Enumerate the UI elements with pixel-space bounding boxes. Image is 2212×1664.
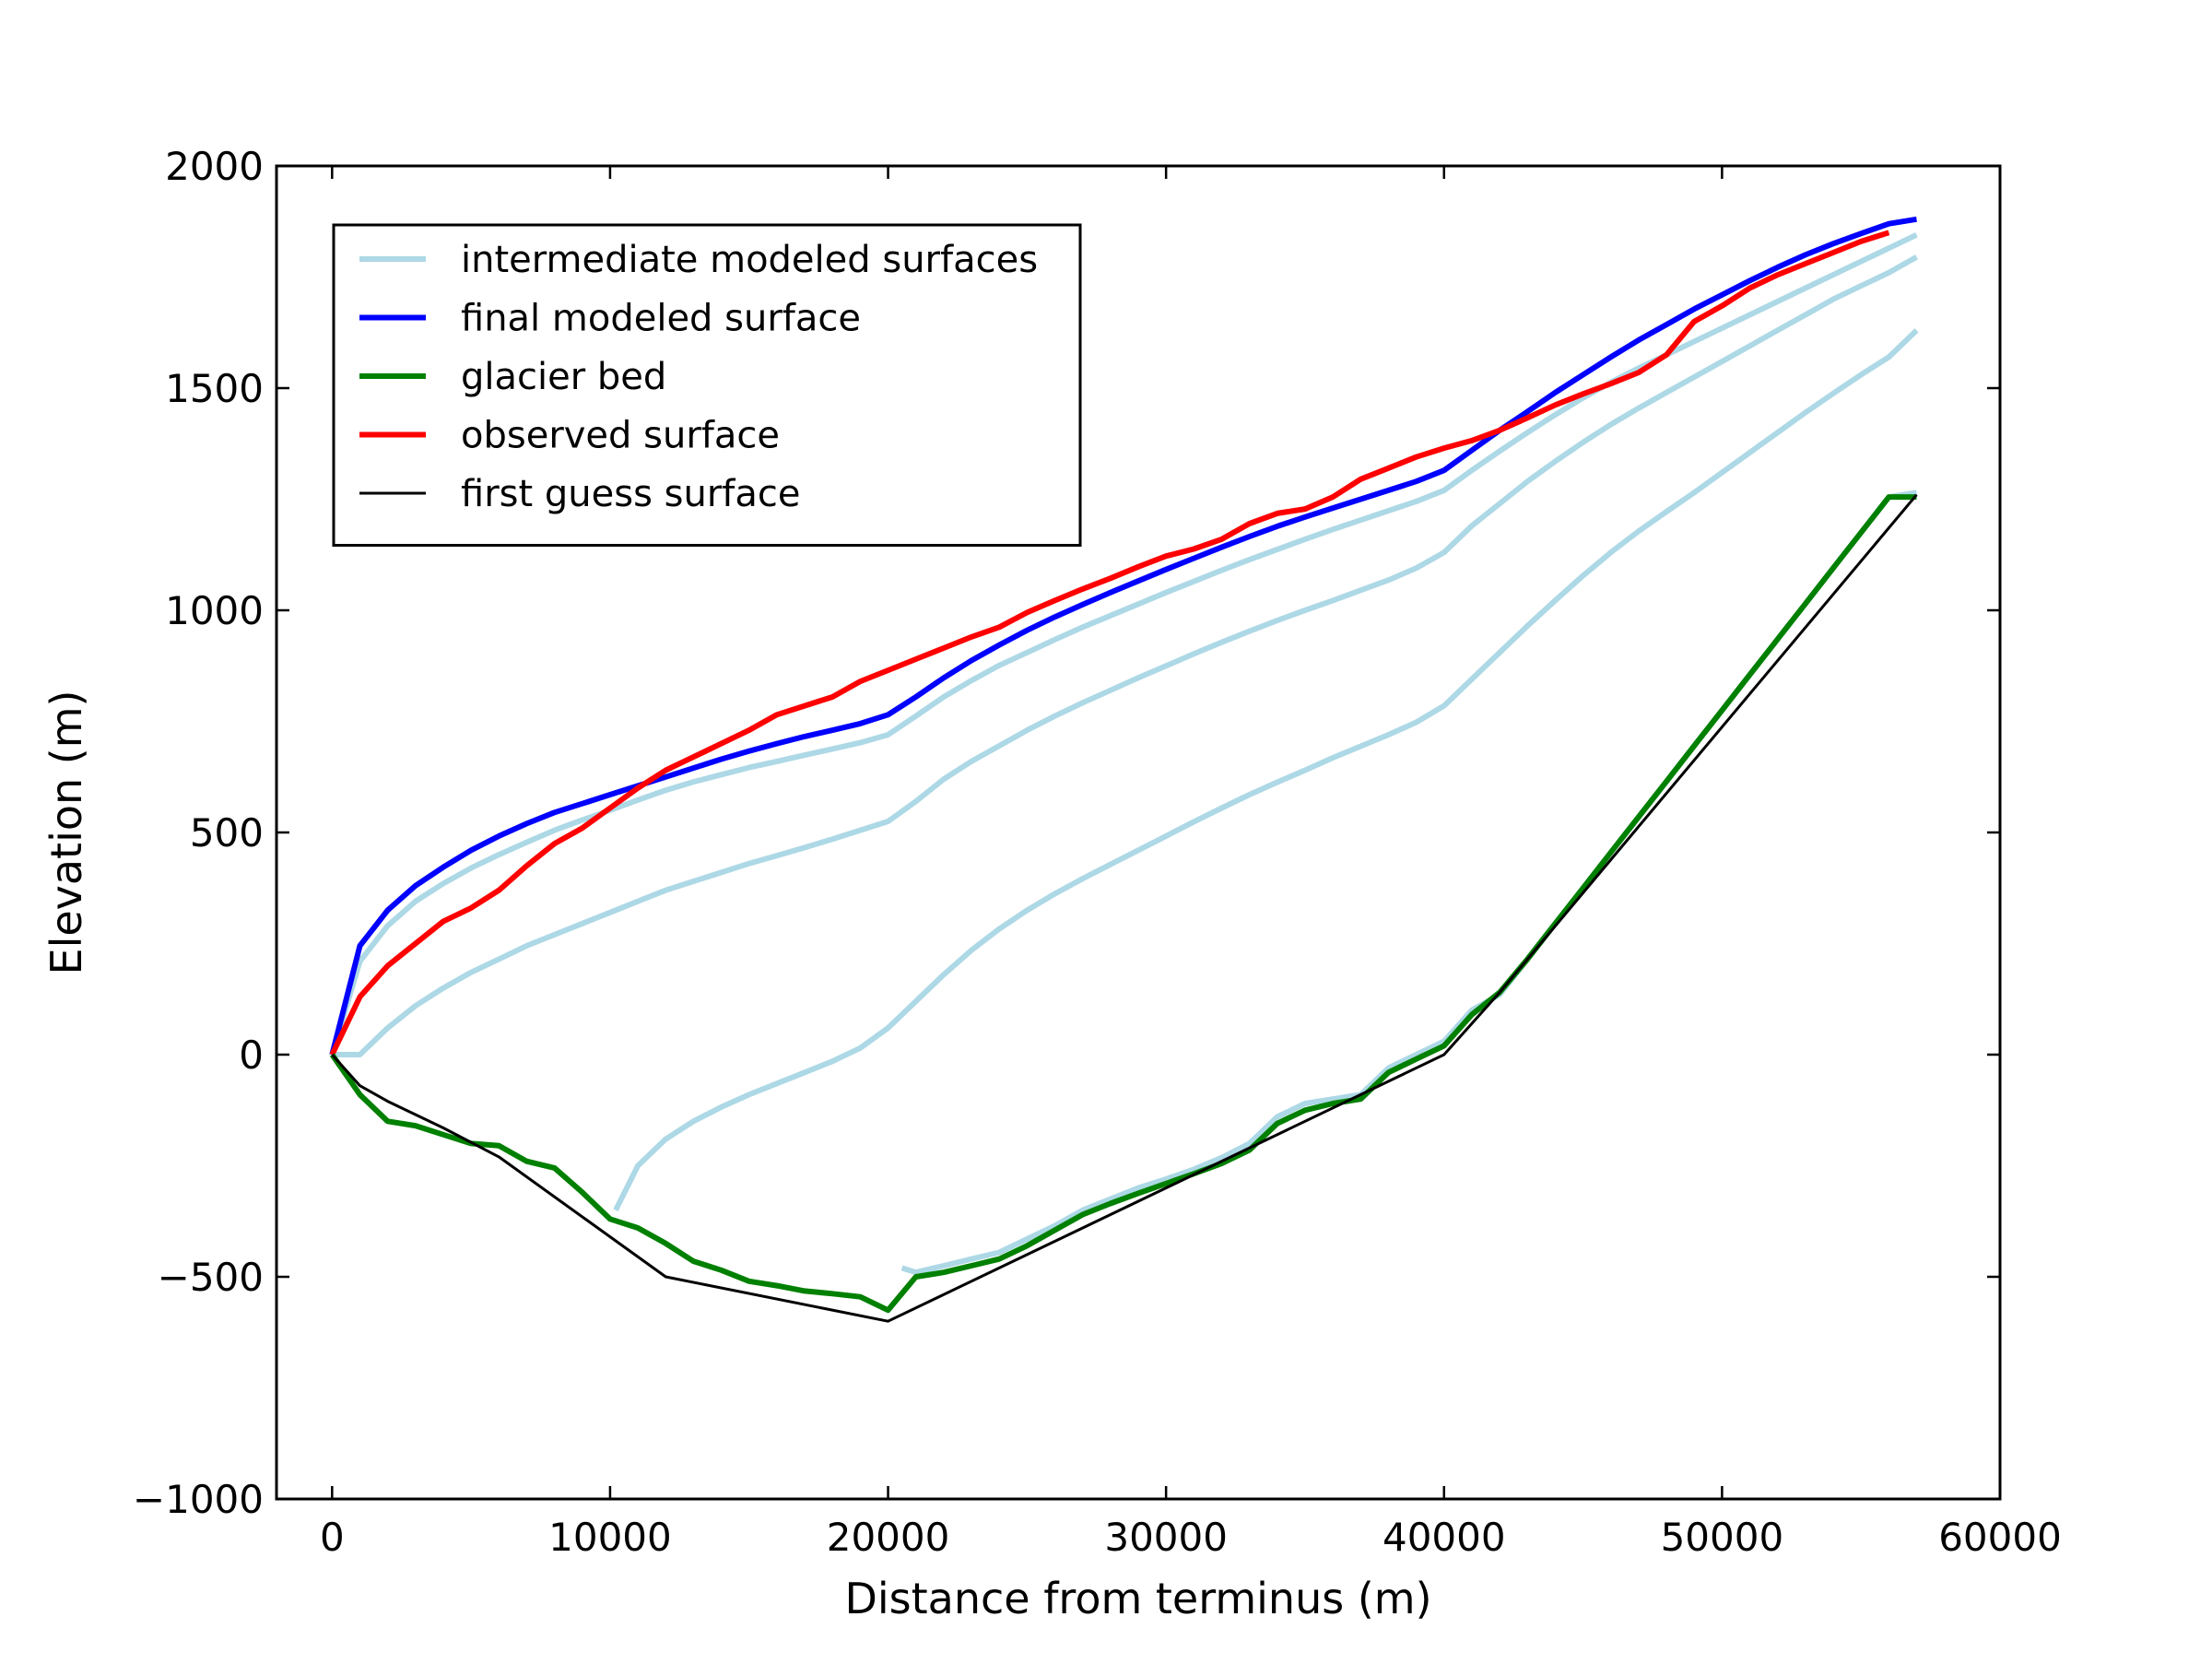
series-line-6-glacier-bed	[329, 494, 1917, 1314]
x-tick-label: 30000	[1104, 1515, 1228, 1560]
x-tick-label: 10000	[548, 1515, 672, 1560]
legend-label-intermediate-modeled-surfaces: intermediate modeled surfaces	[461, 239, 1038, 281]
y-tick-label: −500	[158, 1255, 264, 1300]
x-tick-label: 60000	[1938, 1515, 2062, 1560]
y-tick-label: −1000	[133, 1477, 264, 1522]
ticks-layer: 0 10000 20000 30000 40000 50000 60000−1000−500…	[133, 144, 2062, 1560]
x-tick-label: 20000	[827, 1515, 950, 1560]
x-tick-label: 0	[320, 1515, 345, 1560]
y-tick-label: 500	[190, 810, 264, 856]
series-layer	[329, 216, 1919, 1323]
x-tick-label: 50000	[1661, 1515, 1784, 1560]
y-tick-label: 2000	[165, 144, 264, 189]
legend-label-observed-surface: observed surface	[461, 415, 780, 457]
legend: intermediate modeled surfaces final model…	[332, 223, 1082, 547]
legend-box	[332, 223, 1082, 547]
series-line-4-final-modeled-surface	[329, 216, 1917, 1056]
y-axis-title: Elevation (m)	[41, 690, 91, 975]
legend-label-final-modeled-surface: final modeled surface	[461, 298, 861, 340]
x-tick-label: 40000	[1382, 1515, 1506, 1560]
legend-label-first-guess-surface: first guess surface	[461, 473, 800, 515]
series-line-0-intermediate-modeled-surfaces	[332, 254, 1918, 1057]
y-tick-label: 1500	[165, 366, 264, 411]
series-line-2-unnamed	[613, 328, 1919, 1212]
series-line-3-unnamed	[900, 490, 1917, 1276]
legend-label-glacier-bed: glacier bed	[461, 356, 666, 398]
series-line-5-observed-surface	[329, 230, 1890, 1056]
y-tick-label: 1000	[165, 588, 264, 633]
series-line-7-first-guess-surface	[331, 493, 1918, 1323]
x-axis-title: Distance from terminus (m)	[844, 1574, 1431, 1623]
y-tick-label: 0	[239, 1033, 264, 1078]
